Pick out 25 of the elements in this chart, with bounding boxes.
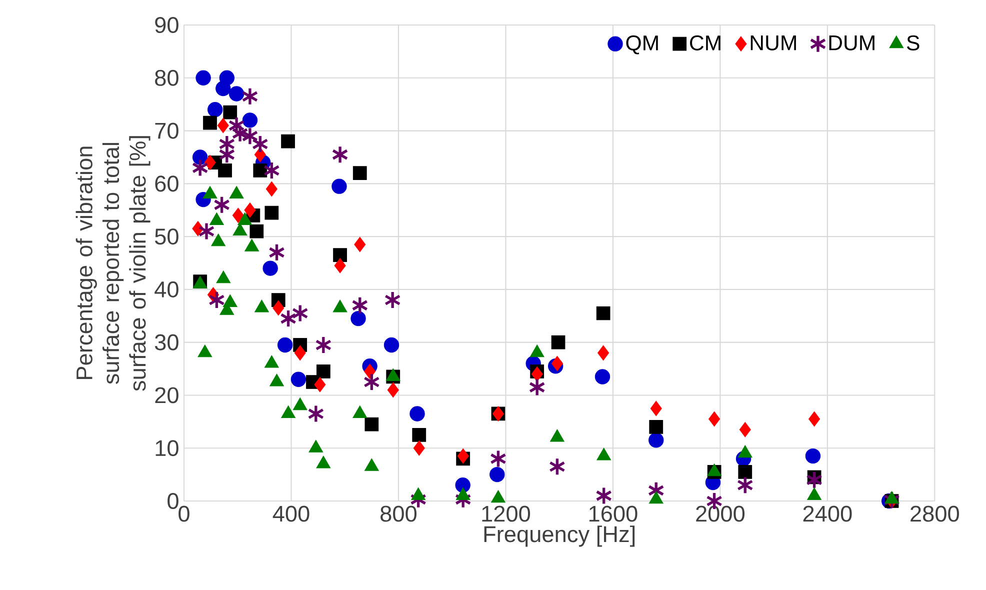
- y-tick-label: 10: [156, 440, 178, 456]
- y-tick-label: 70: [155, 122, 178, 139]
- y-tick-label: 20: [155, 387, 178, 404]
- x-tick-label: 1600: [589, 506, 638, 522]
- y-axis-title: Percentage of vibration surface reported to total surface of violin plate [%]: [76, 136, 150, 391]
- y-tick-label: 0: [168, 492, 178, 510]
- x-tick-label: 1200: [482, 506, 530, 522]
- y-tick-label: 90: [155, 16, 178, 34]
- legend-label: DUM: [829, 35, 874, 50]
- y-tick-label: 30: [154, 334, 178, 350]
- x-tick-label: 2800: [910, 506, 959, 522]
- y-tick-label: 50: [154, 228, 178, 245]
- x-tick-label: 400: [272, 506, 310, 522]
- legend-label: S: [906, 35, 920, 50]
- x-axis-title: Frequency [Hz]: [484, 526, 635, 547]
- legend-label: QM: [626, 35, 658, 54]
- x-tick-label: 2400: [803, 506, 852, 522]
- x-tick-label: 800: [380, 506, 417, 522]
- y-tick-label: 60: [155, 176, 178, 192]
- y-tick-label: 80: [155, 70, 178, 86]
- legend-label: CM: [690, 35, 720, 50]
- legend-label: NUM: [750, 35, 796, 50]
- y-tick-label: 40: [154, 281, 178, 298]
- x-tick-label: 0: [178, 506, 190, 522]
- x-tick-label: 2000: [696, 506, 745, 522]
